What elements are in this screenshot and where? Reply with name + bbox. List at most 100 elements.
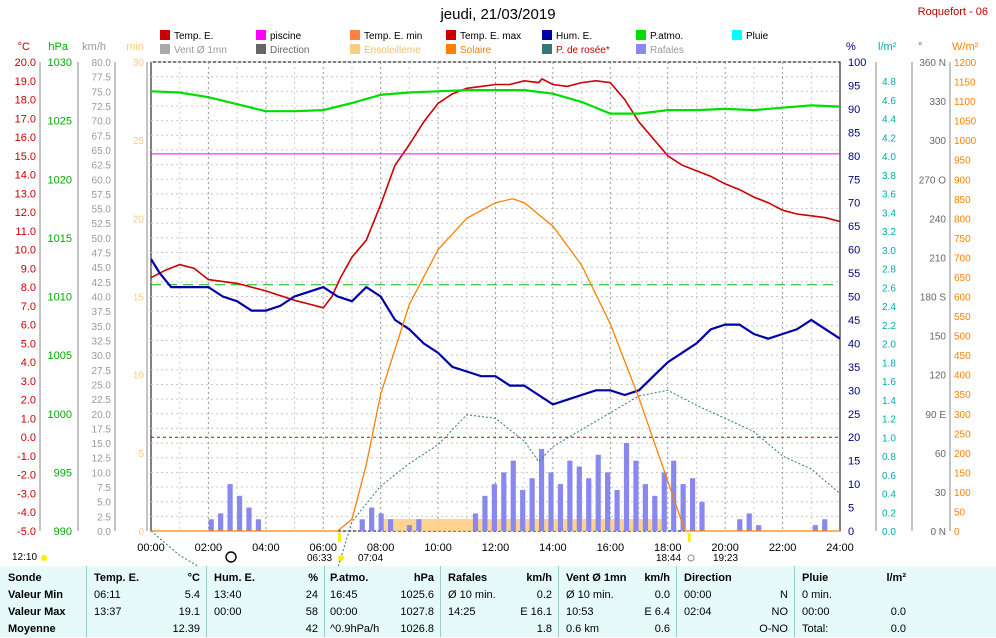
wind-tick-label: 65.0 bbox=[92, 146, 112, 157]
stat-time: 00:00 bbox=[684, 589, 712, 601]
direction-tick-label: 300 bbox=[929, 136, 946, 147]
legend-item: P. de rosée* bbox=[542, 44, 610, 57]
stat-row: 10:53 E 6.4 bbox=[566, 604, 670, 621]
stat-value: 0.0 bbox=[654, 589, 670, 601]
pressure-axis-unit: hPa bbox=[48, 41, 68, 53]
wind-tick-label: 62.5 bbox=[92, 161, 112, 172]
gust-bar bbox=[538, 448, 545, 531]
stat-value: O-NO bbox=[759, 623, 788, 635]
stat-value: 42 bbox=[305, 623, 318, 635]
legend-swatch bbox=[542, 30, 552, 40]
gust-bar bbox=[567, 460, 573, 531]
gust-bar bbox=[671, 460, 677, 531]
rain-tick-label: 3.4 bbox=[882, 208, 896, 219]
time-tick-label: 18:00 bbox=[654, 542, 682, 554]
minutes-tick-label: 20 bbox=[133, 214, 145, 225]
header-unit: °C bbox=[187, 572, 200, 584]
temp-tick-label: 19.0 bbox=[15, 76, 36, 88]
footer-separator bbox=[206, 566, 207, 637]
stat-row: 14:25 E 16.1 bbox=[448, 604, 552, 621]
stat-value: 1026.8 bbox=[400, 623, 434, 635]
stat-value: 24 bbox=[305, 589, 318, 601]
stat-row: Total: 0.0 bbox=[802, 621, 906, 638]
stat-value: E 6.4 bbox=[644, 606, 670, 618]
wind-tick-label: 67.5 bbox=[92, 131, 112, 142]
temp-tick-label: -3.0 bbox=[17, 488, 36, 500]
temp-tick-label: 16.0 bbox=[15, 132, 36, 144]
gust-bar bbox=[595, 454, 601, 531]
gust-bar bbox=[236, 495, 243, 531]
wind-tick-label: 30.0 bbox=[92, 351, 112, 362]
legend-swatch bbox=[350, 30, 360, 40]
rain-tick-label: 1.0 bbox=[882, 433, 896, 444]
footer-header: Sonde bbox=[8, 572, 42, 584]
temp-tick-label: 10.0 bbox=[15, 245, 36, 257]
stat-row: 00:00 N bbox=[684, 587, 788, 604]
stat-row: 02:04 NO bbox=[684, 604, 788, 621]
footer-col-hum: Hum. E.% 13:40 24 00:00 58 42 bbox=[214, 570, 318, 638]
rain-tick-label: 2.2 bbox=[882, 321, 896, 332]
stat-row: 06:11 5.4 bbox=[94, 587, 200, 604]
temp-tick-label: 14.0 bbox=[15, 170, 36, 182]
temp-tick-label: 5.0 bbox=[21, 338, 36, 350]
legend-item: Temp. E. bbox=[160, 30, 213, 43]
gust-bar bbox=[472, 513, 479, 531]
pressure-tick-label: 995 bbox=[54, 467, 72, 479]
header-label: Vent Ø 1mn bbox=[566, 572, 627, 584]
footer-col-pressure: P.atmo. hPa 16:45 1025.6 00:00 1027.8 ^0.9h… bbox=[330, 570, 434, 638]
wind-tick-label: 22.5 bbox=[92, 395, 112, 406]
humidity-tick-label: 70 bbox=[848, 198, 860, 210]
humidity-tick-label: 35 bbox=[848, 362, 860, 374]
rain-tick-label: 0.0 bbox=[882, 527, 896, 538]
stat-time: 16:45 bbox=[330, 589, 358, 601]
footer-header-row: Hum. E.% bbox=[214, 570, 318, 587]
wind-tick-label: 10.0 bbox=[92, 468, 112, 479]
humidity-tick-label: 95 bbox=[848, 80, 860, 92]
stat-time: ^0.9hPa/h bbox=[330, 623, 380, 635]
minutes-tick-label: 5 bbox=[138, 449, 144, 460]
legend-swatch bbox=[350, 44, 360, 54]
header-label: P.atmo. bbox=[330, 572, 369, 584]
pressure-tick-label: 1010 bbox=[48, 292, 72, 304]
footer-separator bbox=[794, 566, 795, 637]
time-tick-label: 24:00 bbox=[826, 542, 854, 554]
direction-tick-label: 270 O bbox=[919, 175, 946, 186]
stat-row: 0 min. bbox=[802, 587, 906, 604]
gust-bar bbox=[208, 519, 214, 531]
wind-tick-label: 2.5 bbox=[97, 512, 111, 523]
gust-bar bbox=[680, 484, 686, 531]
stat-row: 00:00 58 bbox=[214, 604, 318, 621]
minutes-axis-unit: min bbox=[126, 41, 144, 53]
pressure-tick-label: 990 bbox=[54, 526, 72, 538]
legend-item: Temp. E. min bbox=[350, 30, 422, 43]
legend-label: Solaire bbox=[460, 45, 492, 56]
stat-value: 12.39 bbox=[172, 623, 200, 635]
solar-tick-label: 400 bbox=[954, 371, 971, 382]
stat-time: 0 min. bbox=[802, 589, 832, 601]
direction-tick-label: 210 bbox=[929, 253, 946, 264]
direction-tick-label: 360 N bbox=[919, 58, 946, 69]
stat-row: O-NO bbox=[684, 621, 788, 638]
wind-tick-label: 0.0 bbox=[97, 527, 111, 538]
row-label-min: Valeur Min bbox=[8, 589, 64, 601]
legend-item: Direction bbox=[256, 44, 309, 57]
wind-tick-label: 27.5 bbox=[92, 366, 112, 377]
rain-tick-label: 1.8 bbox=[882, 358, 896, 369]
footer-col-temp: Temp. E. °C 06:11 5.4 13:37 19.1 12.39 bbox=[94, 570, 200, 638]
footer-separator bbox=[324, 566, 325, 637]
sunrise-icon bbox=[338, 555, 344, 561]
header-label: Temp. E. bbox=[94, 572, 140, 584]
humidity-axis-unit: % bbox=[846, 41, 856, 53]
full-moon-icon bbox=[225, 551, 237, 563]
legend-label: Hum. E. bbox=[556, 31, 593, 42]
legend-swatch bbox=[160, 44, 170, 54]
gust-bar bbox=[746, 513, 752, 531]
temp-tick-label: 2.0 bbox=[21, 395, 36, 407]
stat-time: 06:11 bbox=[94, 589, 121, 601]
legend-item: Vent Ø 1mn bbox=[160, 44, 227, 57]
temp-tick-label: 11.0 bbox=[15, 226, 36, 238]
time-tick-label: 04:00 bbox=[252, 542, 280, 554]
stat-time: 00:00 bbox=[330, 606, 358, 618]
footer-header-row: Vent Ø 1mn km/h bbox=[566, 570, 670, 587]
wind-tick-label: 50.0 bbox=[92, 234, 112, 245]
